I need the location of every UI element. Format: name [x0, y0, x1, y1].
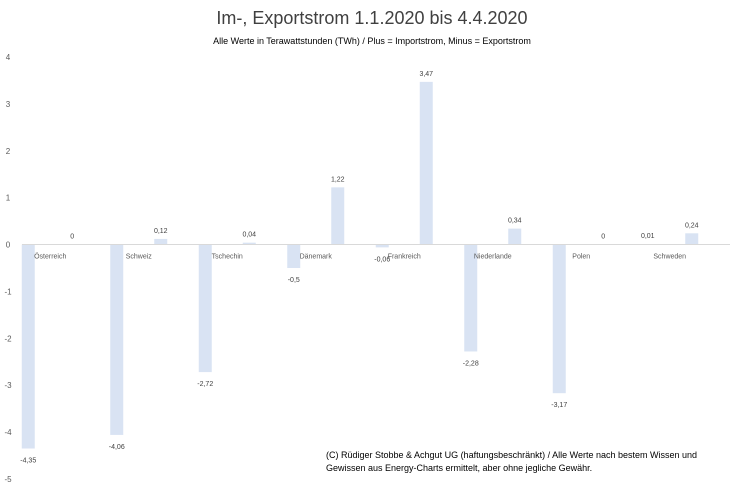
category-label: Frankreich [388, 254, 421, 261]
bar [419, 81, 433, 245]
y-tick-label: -4 [4, 428, 12, 437]
data-label: 0 [601, 234, 605, 241]
y-tick-label: -1 [4, 287, 12, 296]
y-tick-label: 4 [6, 53, 11, 62]
data-label: 0,04 [242, 232, 256, 239]
data-label: -2,72 [197, 381, 213, 388]
bar [287, 244, 301, 268]
bar [242, 242, 256, 245]
data-label: -3,17 [551, 402, 567, 409]
category-label: Polen [572, 254, 590, 261]
category-label: Tschechin [212, 254, 243, 261]
data-label: -0,5 [288, 277, 300, 284]
data-label: 3,47 [419, 71, 433, 78]
data-label: -2,28 [463, 360, 479, 367]
data-label: 1,22 [331, 176, 345, 183]
bar [21, 244, 35, 449]
bar [685, 233, 699, 245]
category-label: Schweden [653, 254, 686, 261]
data-label: 0,34 [508, 218, 522, 225]
bar [552, 244, 566, 394]
data-label: 0 [70, 234, 74, 241]
bar [198, 244, 212, 373]
y-tick-label: -5 [4, 475, 12, 484]
chart-title: Im-, Exportstrom 1.1.2020 bis 4.4.2020 [216, 8, 528, 28]
data-label: -0,06 [374, 256, 390, 263]
data-label: -4,35 [20, 458, 36, 465]
category-label: Niederlande [474, 254, 512, 261]
y-tick-label: -2 [4, 334, 12, 343]
data-label: 0,12 [154, 228, 168, 235]
data-label: 0,01 [641, 233, 655, 240]
chart-subtitle: Alle Werte in Terawattstunden (TWh) / Pl… [213, 36, 531, 46]
y-tick-label: -3 [4, 381, 12, 390]
bar [110, 244, 124, 435]
bar [375, 244, 389, 248]
y-tick-label: 1 [6, 194, 11, 203]
y-axis-ticks: 4 3 2 1 0 -1 -2 -3 -4 -5 [4, 53, 12, 484]
bar [154, 238, 168, 245]
footnote: (C) Rüdiger Stobbe & Achgut UG (haftungs… [326, 450, 698, 473]
category-label: Schweiz [126, 254, 153, 261]
bar [508, 228, 522, 245]
category-label: Dänemark [300, 254, 333, 261]
data-labels: -4,35 -4,06 -2,72 -0,5 -0,06 -2,28 -3,17 0,01 0 0… [20, 71, 698, 465]
bar [331, 187, 345, 245]
y-tick-label: 0 [6, 241, 11, 250]
y-tick-label: 3 [6, 100, 11, 109]
data-label: 0,24 [685, 222, 699, 229]
category-labels: Österreich Schweiz Tschechin Dänemark Frankr… [34, 253, 686, 261]
y-tick-label: 2 [6, 147, 11, 156]
bars [21, 81, 699, 449]
data-label: -4,06 [109, 444, 125, 451]
bar [464, 244, 478, 352]
category-label: Österreich [34, 253, 66, 261]
